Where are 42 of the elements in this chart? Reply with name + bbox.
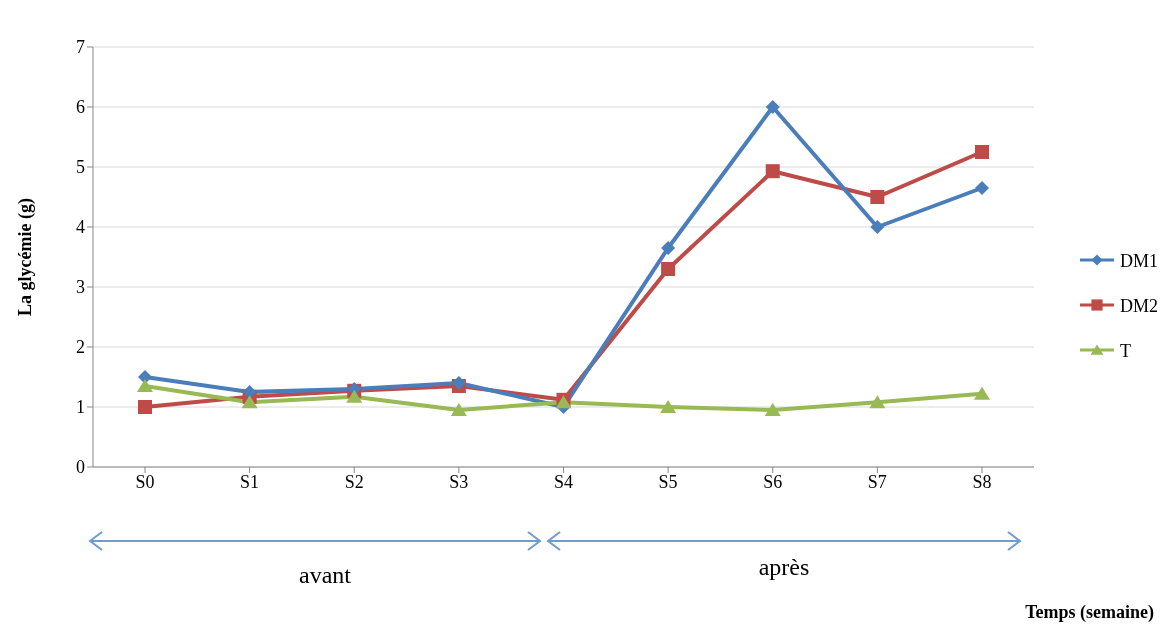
y-tick-label: 1	[76, 397, 85, 418]
point	[346, 389, 363, 403]
point	[137, 379, 153, 392]
point	[450, 403, 467, 416]
x-tick-label: S5	[658, 471, 678, 492]
point	[974, 145, 989, 159]
legend-label: DM2	[1119, 295, 1158, 317]
y-tick-label: 5	[76, 157, 85, 178]
x-tick-label: S3	[449, 471, 469, 492]
point	[870, 220, 885, 234]
legend-label: DM1	[1119, 250, 1158, 272]
point	[973, 386, 990, 400]
x-tick-label: S7	[867, 471, 887, 492]
y-tick-label: 4	[76, 217, 85, 238]
x-tick-label: S2	[344, 471, 364, 492]
y-tick-label: 3	[76, 277, 85, 298]
point	[661, 262, 676, 276]
text: avant	[299, 562, 352, 588]
y-tick-label: 0	[76, 457, 85, 478]
point	[974, 181, 989, 195]
point	[138, 400, 152, 414]
x-tick-label: S0	[135, 471, 155, 492]
point	[764, 403, 781, 416]
point	[870, 190, 885, 204]
point	[242, 385, 257, 399]
y-tick-label: 7	[76, 37, 85, 58]
x-tick-label: S1	[240, 471, 260, 492]
point	[765, 100, 780, 114]
point	[241, 395, 258, 409]
text: Temps (semaine)	[1025, 602, 1154, 623]
y-tick-label: 2	[76, 337, 85, 358]
x-tick-label: S6	[763, 471, 783, 492]
point	[869, 395, 886, 409]
point	[765, 164, 780, 179]
text: après	[758, 554, 810, 580]
x-tick-label: S8	[972, 471, 992, 492]
point	[661, 241, 676, 255]
y-axis-title: La glycémie (g)	[15, 198, 37, 316]
point	[660, 400, 677, 413]
y-tick-label: 6	[76, 97, 85, 118]
x-tick-label: S4	[553, 471, 573, 492]
legend-label: T	[1119, 340, 1131, 362]
